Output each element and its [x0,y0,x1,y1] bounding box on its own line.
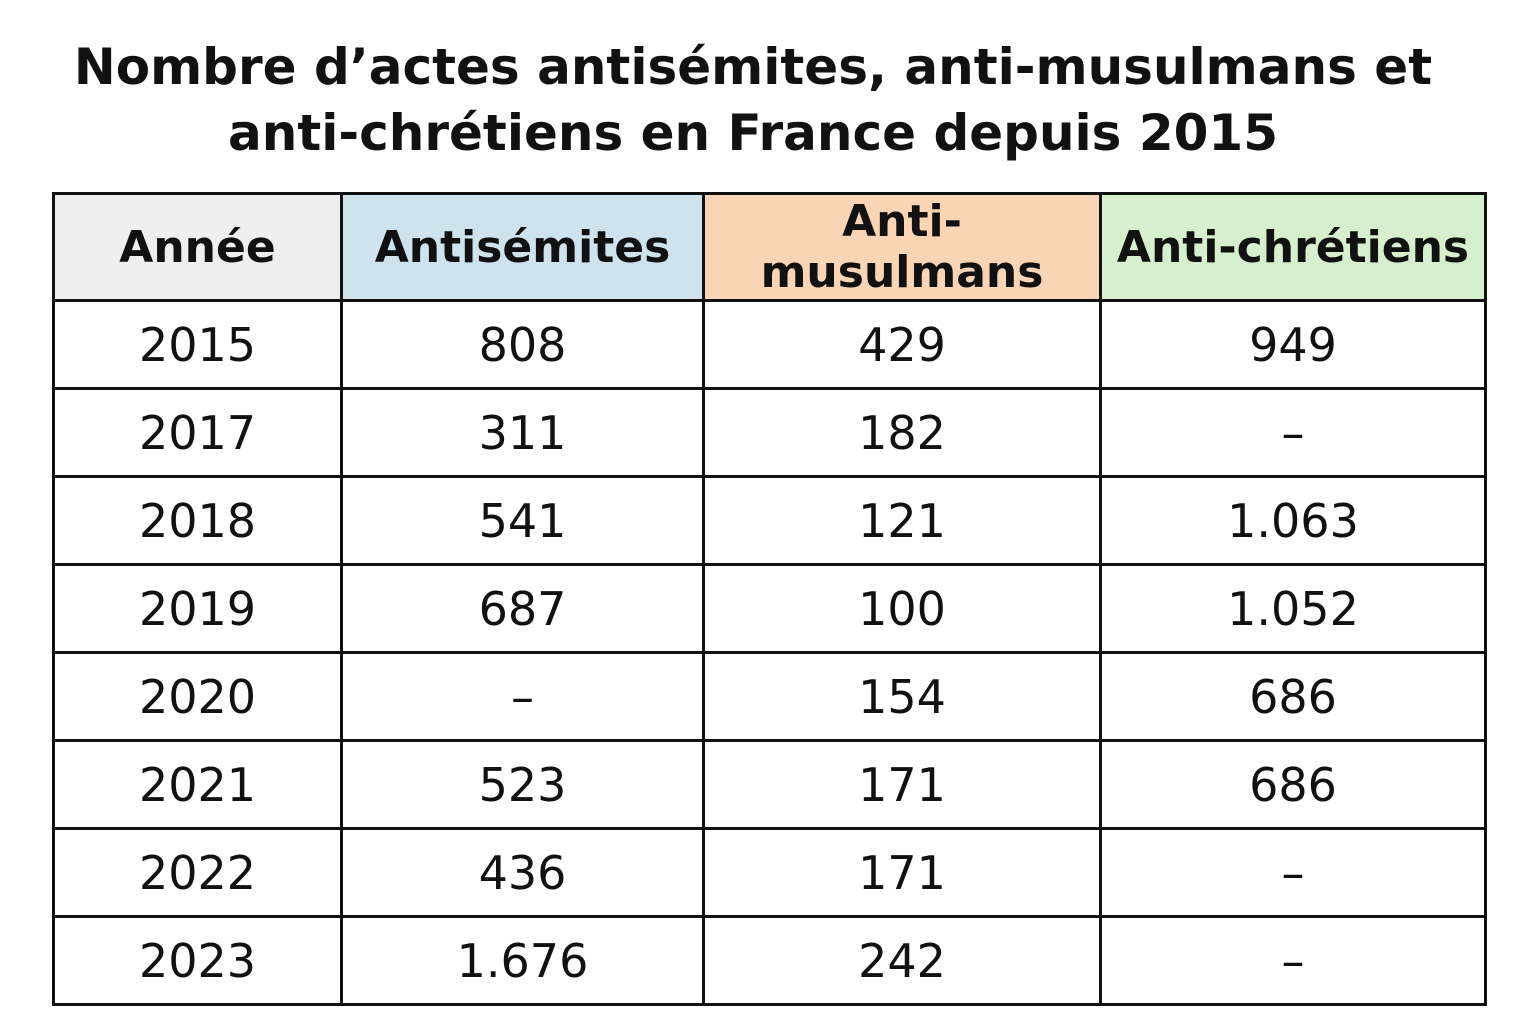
cell-anti-chretiens: – [1099,827,1487,918]
cell-antisemites: 687 [340,563,705,654]
cell-anti-musulmans: 182 [702,387,1102,478]
cell-year: 2021 [52,739,343,830]
table-title: Nombre d’actes antisémites, anti-musulma… [0,34,1506,166]
cell-anti-chretiens: – [1099,915,1487,1006]
cell-anti-chretiens: 1.052 [1099,563,1487,654]
cell-anti-musulmans: 154 [702,651,1102,742]
data-table: Année Antisémites Anti-musulmans Anti-ch… [52,192,1487,1006]
cell-anti-musulmans: 171 [702,739,1102,830]
cell-year: 2023 [52,915,343,1006]
cell-anti-musulmans: 171 [702,827,1102,918]
cell-year: 2015 [52,299,343,390]
cell-year: 2017 [52,387,343,478]
title-line-1: Nombre d’actes antisémites, anti-musulma… [73,38,1433,96]
header-anti-chretiens: Anti-chrétiens [1099,192,1487,302]
cell-year: 2020 [52,651,343,742]
table-row: 2020 – 154 686 [52,651,1487,742]
cell-anti-chretiens: – [1099,387,1487,478]
cell-anti-musulmans: 242 [702,915,1102,1006]
cell-antisemites: – [340,651,705,742]
cell-anti-chretiens: 686 [1099,651,1487,742]
data-table-container: Année Antisémites Anti-musulmans Anti-ch… [52,192,1487,1006]
cell-year: 2018 [52,475,343,566]
cell-anti-chretiens: 949 [1099,299,1487,390]
cell-anti-chretiens: 686 [1099,739,1487,830]
header-anti-musulmans: Anti-musulmans [702,192,1102,302]
header-row: Année Antisémites Anti-musulmans Anti-ch… [52,192,1487,302]
cell-antisemites: 436 [340,827,705,918]
cell-antisemites: 808 [340,299,705,390]
header-annee: Année [52,192,343,302]
cell-anti-musulmans: 121 [702,475,1102,566]
table-row: 2023 1.676 242 – [52,915,1487,1006]
title-line-2: anti-chrétiens en France depuis 2015 [227,104,1279,162]
cell-anti-musulmans: 100 [702,563,1102,654]
table-row: 2018 541 121 1.063 [52,475,1487,566]
cell-anti-musulmans: 429 [702,299,1102,390]
cell-year: 2022 [52,827,343,918]
table-row: 2022 436 171 – [52,827,1487,918]
cell-year: 2019 [52,563,343,654]
cell-antisemites: 541 [340,475,705,566]
cell-antisemites: 1.676 [340,915,705,1006]
table-row: 2015 808 429 949 [52,299,1487,390]
cell-antisemites: 523 [340,739,705,830]
table-row: 2017 311 182 – [52,387,1487,478]
table-row: 2021 523 171 686 [52,739,1487,830]
table-row: 2019 687 100 1.052 [52,563,1487,654]
cell-antisemites: 311 [340,387,705,478]
cell-anti-chretiens: 1.063 [1099,475,1487,566]
header-antisemites: Antisémites [340,192,705,302]
